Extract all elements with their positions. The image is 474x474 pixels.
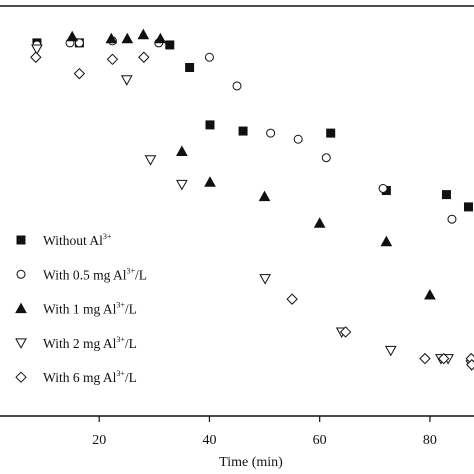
legend-marker <box>15 371 27 383</box>
data-point <box>204 176 216 187</box>
legend-marker <box>16 269 26 279</box>
data-point <box>424 289 436 300</box>
data-point <box>321 153 331 163</box>
legend-label: With 2 mg Al3+/L <box>43 335 137 351</box>
data-points <box>30 28 474 371</box>
legend-item: With 1 mg Al3+/L <box>15 301 137 317</box>
data-point <box>144 155 157 166</box>
data-point <box>30 51 42 63</box>
x-tick-label: 80 <box>423 433 437 448</box>
series-5 <box>30 51 474 371</box>
data-point <box>121 32 134 44</box>
data-point <box>176 179 188 191</box>
data-point <box>204 52 214 62</box>
legend-label: With 0.5 mg Al3+/L <box>43 266 147 282</box>
data-point <box>106 53 119 66</box>
data-point <box>286 293 298 305</box>
series-1 <box>32 38 473 212</box>
data-point <box>232 81 242 91</box>
data-point <box>313 217 326 228</box>
data-point <box>176 145 188 157</box>
legend-label: With 1 mg Al3+/L <box>43 301 137 317</box>
data-point <box>73 67 86 80</box>
data-point <box>238 126 248 136</box>
data-point <box>437 352 450 365</box>
data-point <box>339 326 352 338</box>
data-point <box>441 190 451 200</box>
data-point <box>66 30 79 42</box>
data-point <box>31 44 43 56</box>
data-point <box>120 75 133 86</box>
data-point <box>185 63 195 72</box>
legend-item: With 2 mg Al3+/L <box>15 335 137 351</box>
legend-label: Without Al3+ <box>43 232 112 248</box>
legend-label: With 6 mg Al3+/L <box>43 369 137 385</box>
data-point <box>154 32 167 44</box>
data-point <box>105 32 118 44</box>
data-point <box>205 120 215 130</box>
data-point <box>447 214 457 224</box>
data-point <box>138 51 150 63</box>
series-4 <box>31 44 474 371</box>
legend-item: With 0.5 mg Al3+/L <box>16 266 147 282</box>
x-tick-label: 60 <box>313 433 327 448</box>
data-point <box>266 128 276 138</box>
legend: Without Al3+ With 0.5 mg Al3+/L With 1 mg … <box>15 232 147 385</box>
data-point <box>259 274 271 285</box>
plot-frame <box>0 5 474 417</box>
data-point <box>258 190 271 202</box>
data-point <box>463 202 473 212</box>
data-point <box>419 352 431 365</box>
legend-item: With 6 mg Al3+/L <box>15 369 137 385</box>
x-tick-label: 20 <box>92 433 106 448</box>
data-point <box>384 345 397 357</box>
legend-marker <box>15 338 27 349</box>
legend-marker <box>16 235 26 245</box>
data-point <box>378 183 388 193</box>
data-point <box>293 134 303 144</box>
series-3 <box>66 28 436 300</box>
data-point <box>165 40 175 50</box>
x-axis-title: Time (min) <box>219 455 283 470</box>
legend-item: Without Al3+ <box>16 232 112 248</box>
data-point <box>137 28 150 40</box>
legend-marker <box>15 302 27 314</box>
data-point <box>380 235 393 247</box>
x-tick-label: 40 <box>202 433 216 448</box>
data-point <box>326 128 336 138</box>
data-point <box>466 359 474 371</box>
x-axis-ticks: 20 40 60 80 <box>92 416 437 448</box>
